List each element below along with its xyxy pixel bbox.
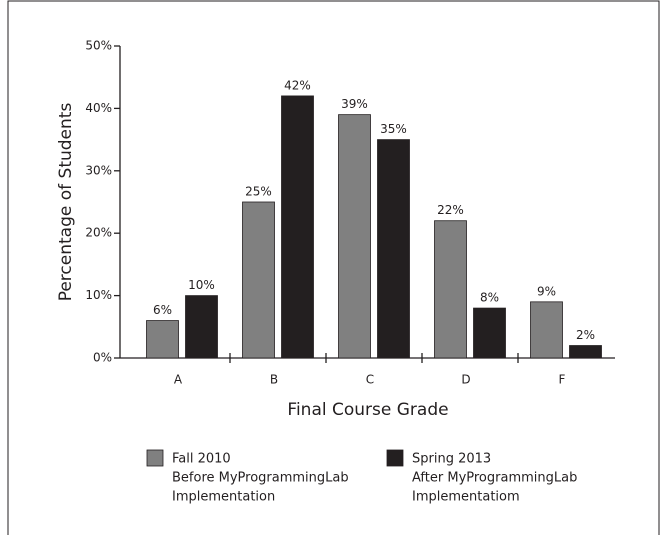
bar bbox=[242, 201, 275, 359]
y-tick-label: 10% bbox=[85, 288, 112, 302]
legend-note: Implementation bbox=[172, 490, 275, 505]
bar bbox=[338, 114, 371, 359]
bar bbox=[434, 220, 467, 359]
legend-label: Fall 2010 bbox=[172, 452, 231, 467]
value-label: 9% bbox=[537, 284, 556, 298]
value-label: 2% bbox=[576, 328, 595, 342]
frame bbox=[7, 0, 660, 535]
value-label: 10% bbox=[188, 278, 215, 292]
legend-note: Implementatiom bbox=[412, 490, 520, 505]
value-label: 39% bbox=[341, 97, 368, 111]
legend-note: After MyProgrammingLab bbox=[412, 471, 577, 486]
value-label: 35% bbox=[380, 122, 407, 136]
bar bbox=[473, 307, 506, 359]
y-tick-label: 0% bbox=[93, 351, 112, 365]
x-tick-label: B bbox=[270, 373, 278, 387]
value-label: 25% bbox=[245, 185, 272, 199]
bar bbox=[377, 139, 410, 359]
x-tick-label: A bbox=[174, 373, 183, 387]
bar bbox=[146, 320, 179, 359]
y-tick-label: 40% bbox=[85, 101, 112, 115]
legend-swatch bbox=[386, 449, 404, 467]
bar bbox=[281, 95, 314, 359]
value-label: 6% bbox=[153, 303, 172, 317]
legend-label: Spring 2013 bbox=[412, 452, 491, 467]
legend-swatch bbox=[146, 449, 164, 467]
bar bbox=[569, 345, 602, 359]
legend-note: Before MyProgrammingLab bbox=[172, 471, 349, 486]
y-axis-label: Percentage of Students bbox=[56, 103, 76, 302]
x-tick-label: F bbox=[559, 373, 566, 387]
value-label: 8% bbox=[480, 291, 499, 305]
x-axis-label: Final Course Grade bbox=[287, 400, 448, 420]
value-label: 22% bbox=[437, 203, 464, 217]
x-tick-label: C bbox=[366, 373, 374, 387]
bar bbox=[185, 295, 218, 359]
bar bbox=[530, 301, 563, 359]
y-tick-label: 20% bbox=[85, 226, 112, 240]
y-tick-label: 50% bbox=[85, 39, 112, 53]
x-tick-label: D bbox=[461, 373, 470, 387]
value-label: 42% bbox=[284, 78, 311, 92]
y-tick-label: 30% bbox=[85, 163, 112, 177]
